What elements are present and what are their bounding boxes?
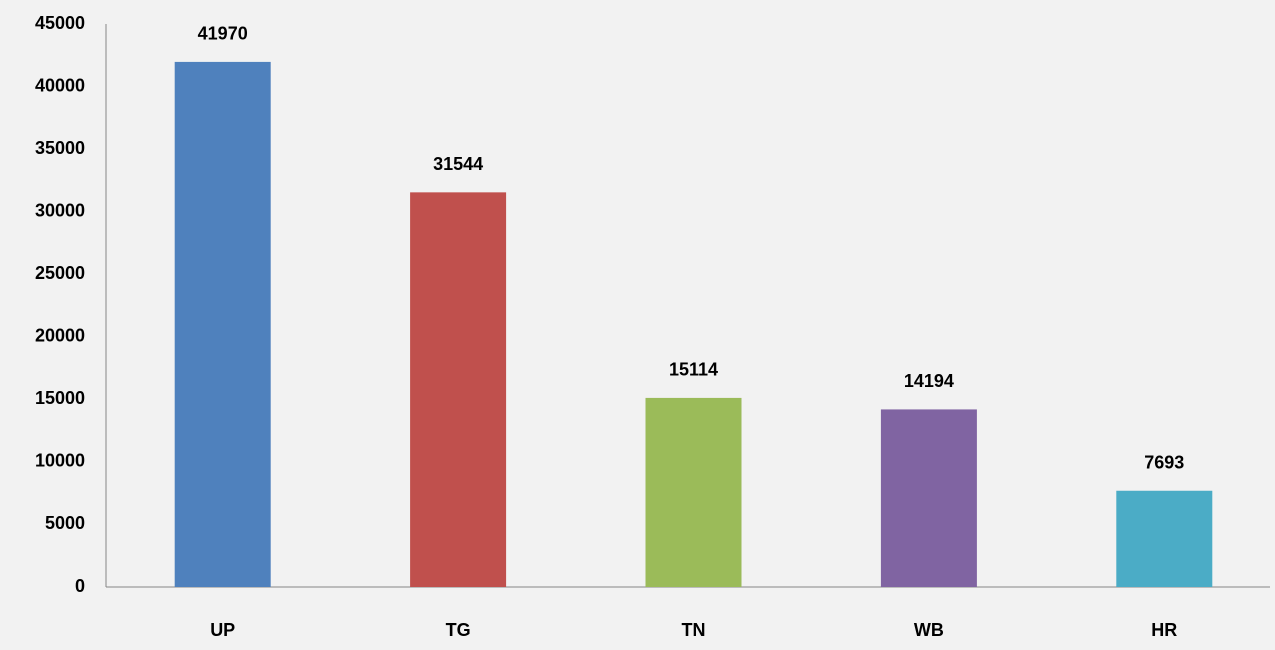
x-tick-label: HR xyxy=(1151,620,1177,640)
y-tick-label: 25000 xyxy=(35,263,85,283)
data-label: 7693 xyxy=(1144,453,1184,473)
y-tick-label: 35000 xyxy=(35,138,85,158)
y-tick-label: 20000 xyxy=(35,326,85,346)
y-tick-label: 10000 xyxy=(35,451,85,471)
y-tick-label: 5000 xyxy=(45,513,85,533)
x-tick-label: TG xyxy=(446,620,471,640)
bar xyxy=(880,409,977,587)
y-tick-label: 0 xyxy=(75,576,85,596)
bar xyxy=(645,397,742,587)
bar xyxy=(410,192,507,587)
y-tick-label: 30000 xyxy=(35,200,85,220)
bar xyxy=(1116,490,1213,587)
bar xyxy=(174,61,271,587)
data-label: 14194 xyxy=(904,371,954,391)
y-tick-label: 45000 xyxy=(35,13,85,33)
y-tick-label: 40000 xyxy=(35,75,85,95)
x-tick-label: TN xyxy=(682,620,706,640)
data-label: 15114 xyxy=(669,360,718,380)
y-tick-label: 15000 xyxy=(35,388,85,408)
data-label: 41970 xyxy=(198,24,248,44)
x-tick-label: UP xyxy=(210,620,235,640)
data-label: 31544 xyxy=(433,154,483,174)
x-tick-label: WB xyxy=(914,620,944,640)
